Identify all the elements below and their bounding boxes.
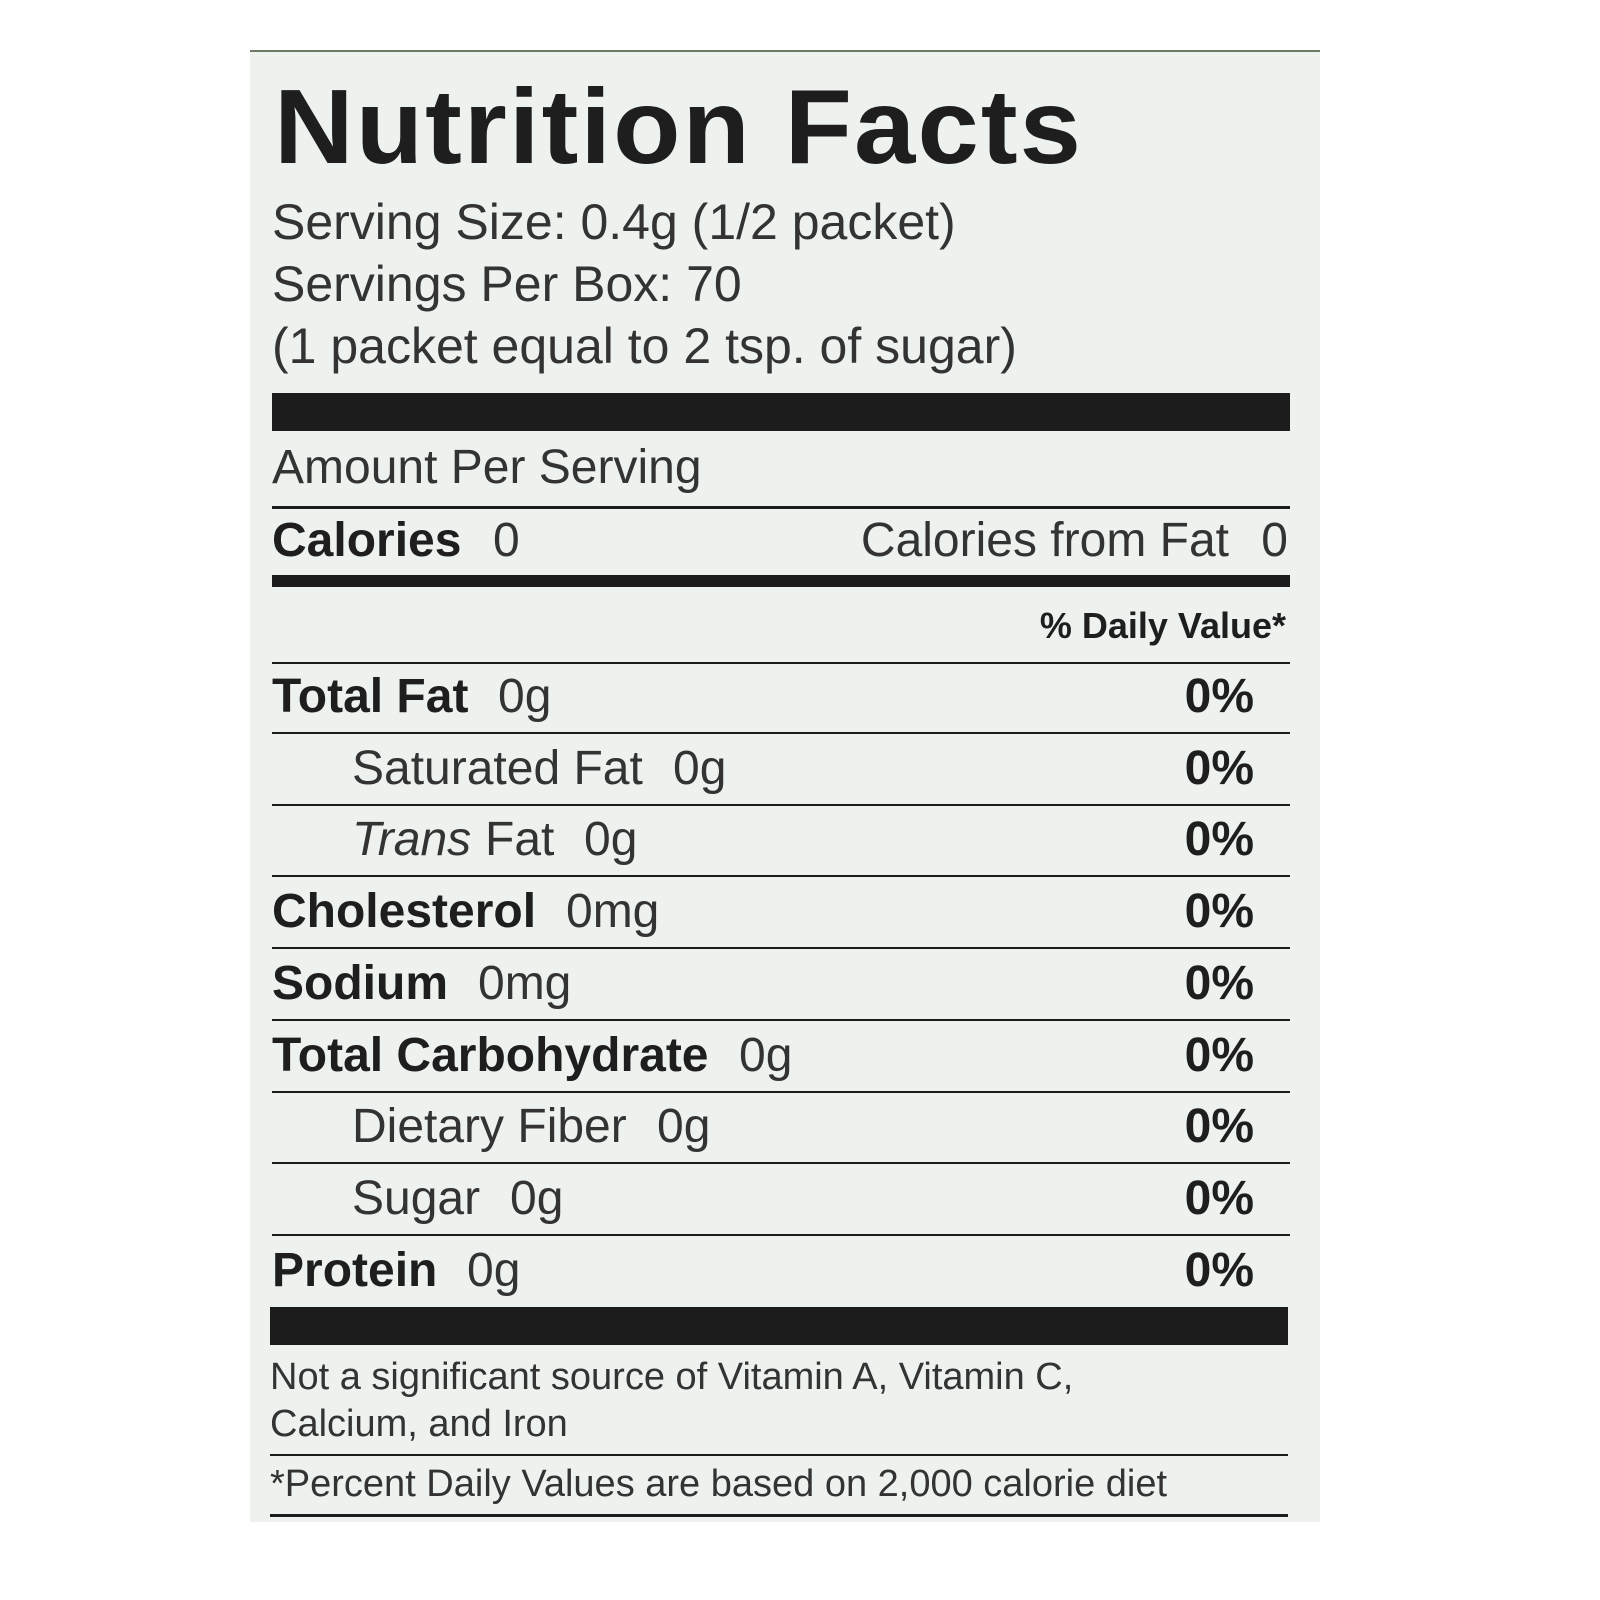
amount-per-serving: Amount Per Serving bbox=[272, 441, 702, 494]
rule bbox=[272, 575, 1290, 587]
daily-value: 0% bbox=[1184, 885, 1254, 939]
nutrient-name: Fat bbox=[485, 813, 555, 867]
nutrient-name: Total Carbohydrate bbox=[272, 1028, 709, 1082]
daily-value: 0% bbox=[1184, 1100, 1254, 1154]
nutrient-amount: 0g bbox=[510, 1171, 564, 1225]
title: Nutrition Facts bbox=[274, 68, 1084, 186]
rule bbox=[272, 1162, 1290, 1165]
nutrient-name: Total Fat bbox=[272, 670, 469, 723]
rule bbox=[270, 1514, 1288, 1517]
nutrient-amount: 0g bbox=[467, 1243, 521, 1297]
rule bbox=[272, 506, 1290, 509]
footnote: Calcium, and Iron bbox=[270, 1403, 568, 1445]
rule bbox=[272, 662, 1290, 664]
rule bbox=[272, 875, 1290, 878]
serving-line: Servings Per Box: 70 bbox=[272, 256, 742, 312]
daily-value: 0% bbox=[1184, 1028, 1254, 1082]
daily-value: 0% bbox=[1184, 813, 1254, 867]
calories-from-fat-label: Calories from Fat bbox=[860, 514, 1229, 567]
nutrient-name: Dietary Fiber bbox=[352, 1100, 627, 1154]
daily-value: 0% bbox=[1184, 670, 1254, 723]
rule bbox=[272, 1018, 1290, 1021]
rule bbox=[272, 1090, 1290, 1093]
rule bbox=[270, 1454, 1288, 1456]
nutrient-amount: 0g bbox=[584, 813, 638, 867]
rule bbox=[272, 1233, 1290, 1236]
nutrient-name: Protein bbox=[272, 1243, 438, 1297]
footnote: Not a significant source of Vitamin A, V… bbox=[270, 1356, 1074, 1398]
nutrient-amount: 0g bbox=[673, 741, 727, 795]
serving-line: (1 packet equal to 2 tsp. of sugar) bbox=[272, 318, 1017, 374]
calories-value: 0 bbox=[493, 514, 520, 567]
rule bbox=[272, 393, 1290, 431]
daily-value: 0% bbox=[1184, 1243, 1254, 1297]
nutrient-amount: 0g bbox=[498, 670, 552, 723]
nutrient-name: Saturated Fat bbox=[352, 741, 643, 795]
rule bbox=[272, 803, 1290, 806]
rule bbox=[272, 732, 1290, 734]
daily-value: 0% bbox=[1184, 741, 1254, 795]
nutrient-amount: 0mg bbox=[566, 885, 660, 939]
nutrient-amount: 0g bbox=[657, 1100, 711, 1154]
nutrient-name-italic: Trans bbox=[352, 813, 472, 867]
nutrient-amount: 0mg bbox=[478, 956, 572, 1010]
daily-value-header: % Daily Value* bbox=[1039, 605, 1286, 646]
daily-value: 0% bbox=[1184, 1171, 1254, 1225]
calories-from-fat-value: 0 bbox=[1261, 514, 1288, 567]
daily-value: 0% bbox=[1184, 956, 1254, 1010]
nutrient-amount: 0g bbox=[739, 1028, 793, 1082]
nutrient-name: Sodium bbox=[272, 956, 448, 1010]
footnote: *Percent Daily Values are based on 2,000… bbox=[270, 1463, 1168, 1505]
rule bbox=[270, 1307, 1288, 1345]
calories-label: Calories bbox=[272, 514, 462, 567]
serving-line: Serving Size: 0.4g (1/2 packet) bbox=[272, 194, 956, 250]
nutrient-name: Cholesterol bbox=[272, 885, 537, 939]
label-panel bbox=[250, 50, 1320, 1522]
rule bbox=[272, 947, 1290, 950]
nutrient-name: Sugar bbox=[352, 1171, 481, 1225]
